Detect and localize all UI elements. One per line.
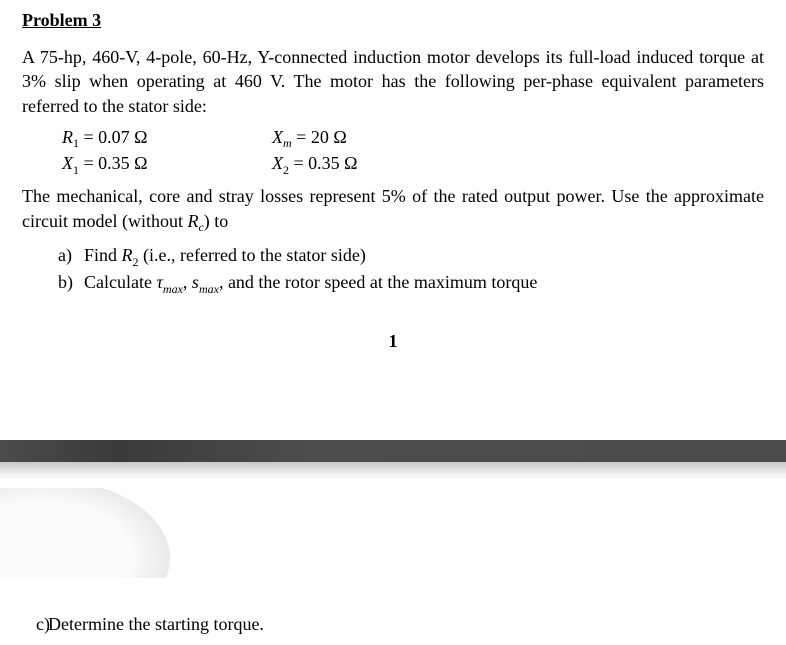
problem-heading: Problem 3: [22, 10, 764, 31]
intro-paragraph: A 75-hp, 460-V, 4-pole, 60-Hz, Y-connect…: [22, 45, 764, 118]
X2-value: 0.35 Ω: [308, 153, 357, 173]
question-b-text: Calculate τmax, smax, and the rotor spee…: [84, 270, 537, 297]
page-divider: [0, 440, 786, 478]
qb-prefix: Calculate: [84, 272, 156, 292]
label-b: b): [58, 270, 84, 297]
R1-value: 0.07 Ω: [98, 127, 147, 147]
question-c: c) Determine the starting torque.: [22, 612, 264, 636]
question-a-text: Find R2 (i.e., referred to the stator si…: [84, 243, 366, 270]
losses-prefix: The mechanical, core and stray losses re…: [22, 186, 764, 230]
divider-dark-band: [0, 440, 786, 462]
qb-suffix: , and the rotor speed at the maximum tor…: [219, 272, 537, 292]
X1-value: 0.35 Ω: [98, 153, 147, 173]
label-a: a): [58, 243, 84, 270]
divider-light-band: [0, 462, 786, 478]
qa-suffix: (i.e., referred to the stator side): [139, 245, 366, 265]
question-b: b) Calculate τmax, smax, and the rotor s…: [58, 270, 764, 297]
param-X1: X1 = 0.35 Ω: [62, 152, 272, 178]
losses-paragraph: The mechanical, core and stray losses re…: [22, 184, 764, 235]
question-a: a) Find R2 (i.e., referred to the stator…: [58, 243, 764, 270]
param-col-right: Xm = 20 Ω X2 = 0.35 Ω: [272, 126, 358, 178]
lower-question-block: c) Determine the starting torque.: [22, 612, 264, 636]
losses-suffix: ) to: [204, 211, 229, 231]
param-col-left: R1 = 0.07 Ω X1 = 0.35 Ω: [62, 126, 272, 178]
question-list: a) Find R2 (i.e., referred to the stator…: [22, 243, 764, 297]
qb-mid: ,: [183, 272, 192, 292]
param-Xm: Xm = 20 Ω: [272, 126, 358, 152]
Xm-value: 20 Ω: [311, 127, 347, 147]
param-X2: X2 = 0.35 Ω: [272, 152, 358, 178]
qa-prefix: Find: [84, 245, 122, 265]
param-R1: R1 = 0.07 Ω: [62, 126, 272, 152]
page-curl-shadow: [0, 488, 180, 578]
question-c-text: Determine the starting torque.: [48, 612, 264, 636]
parameter-block: R1 = 0.07 Ω X1 = 0.35 Ω Xm = 20 Ω X2 = 0…: [22, 126, 764, 178]
page-number: 1: [22, 331, 764, 352]
label-c: c): [22, 612, 48, 636]
